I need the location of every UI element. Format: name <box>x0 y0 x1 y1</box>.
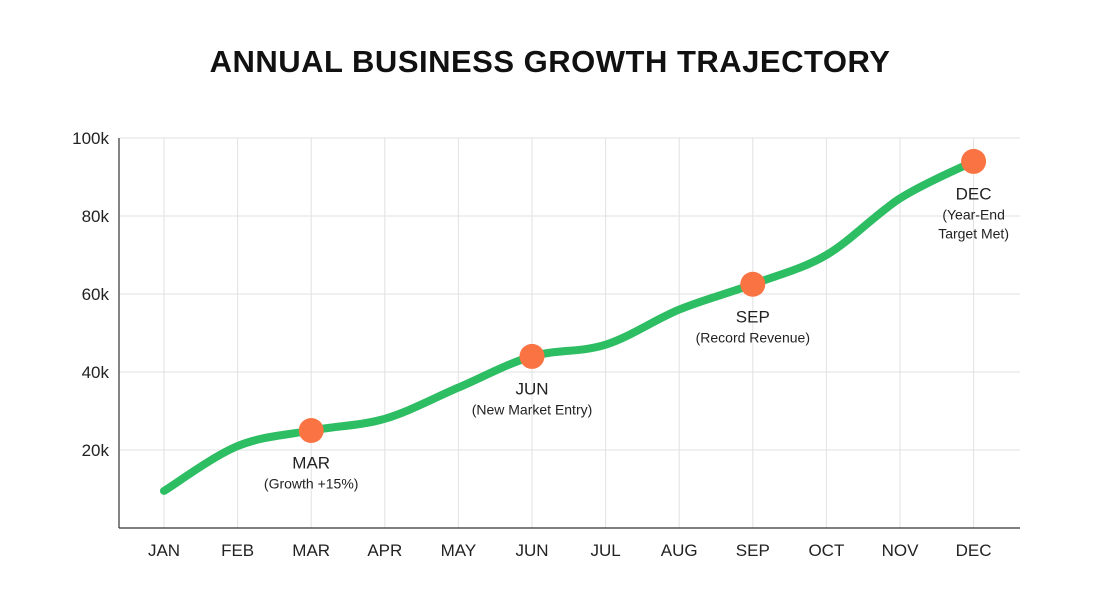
annotation-note: Target Met) <box>938 225 1009 241</box>
x-tick-label: OCT <box>808 541 844 560</box>
annotation-month: SEP <box>736 307 770 326</box>
y-tick-label: 40k <box>82 363 110 382</box>
x-tick-label: MAR <box>292 541 330 560</box>
x-tick-label: DEC <box>956 541 992 560</box>
data-point-marker-jun <box>519 343 545 369</box>
x-tick-label: JUL <box>590 541 620 560</box>
x-tick-label: JUN <box>515 541 548 560</box>
annotation-note: (New Market Entry) <box>472 401 593 417</box>
markers <box>298 148 987 443</box>
annotation-month: MAR <box>292 454 330 473</box>
series <box>160 157 978 495</box>
x-tick-label: FEB <box>221 541 254 560</box>
annotation-note: (Growth +15%) <box>264 476 359 492</box>
y-tick-label: 20k <box>82 441 110 460</box>
axes <box>118 138 1020 529</box>
x-tick-label: MAY <box>441 541 477 560</box>
data-point-marker-sep <box>740 271 766 297</box>
x-tick-label: JAN <box>148 541 180 560</box>
x-tick-label: NOV <box>882 541 920 560</box>
grid <box>119 137 1020 528</box>
x-tick-label: SEP <box>736 541 770 560</box>
y-tick-label: 80k <box>82 207 110 226</box>
y-tick-label: 100k <box>72 129 109 148</box>
series-line-0 <box>160 157 978 495</box>
annotation-note: (Year-End <box>942 206 1005 222</box>
x-tick-label: AUG <box>661 541 698 560</box>
annotation-month: JUN <box>515 379 548 398</box>
labels: 20k 40k 60k 80k 100k JAN FEB MAR APR MAY JUN JUL AUG… <box>72 129 1009 560</box>
data-point-marker-dec <box>961 148 987 174</box>
x-tick-label: APR <box>367 541 402 560</box>
data-point-marker-mar <box>298 418 324 443</box>
annotation-note: (Record Revenue) <box>696 329 810 345</box>
y-tick-label: 60k <box>82 285 110 304</box>
annotation-month: DEC <box>956 184 992 203</box>
chart-title: ANNUAL BUSINESS GROWTH TRAJECTORY <box>209 44 891 79</box>
